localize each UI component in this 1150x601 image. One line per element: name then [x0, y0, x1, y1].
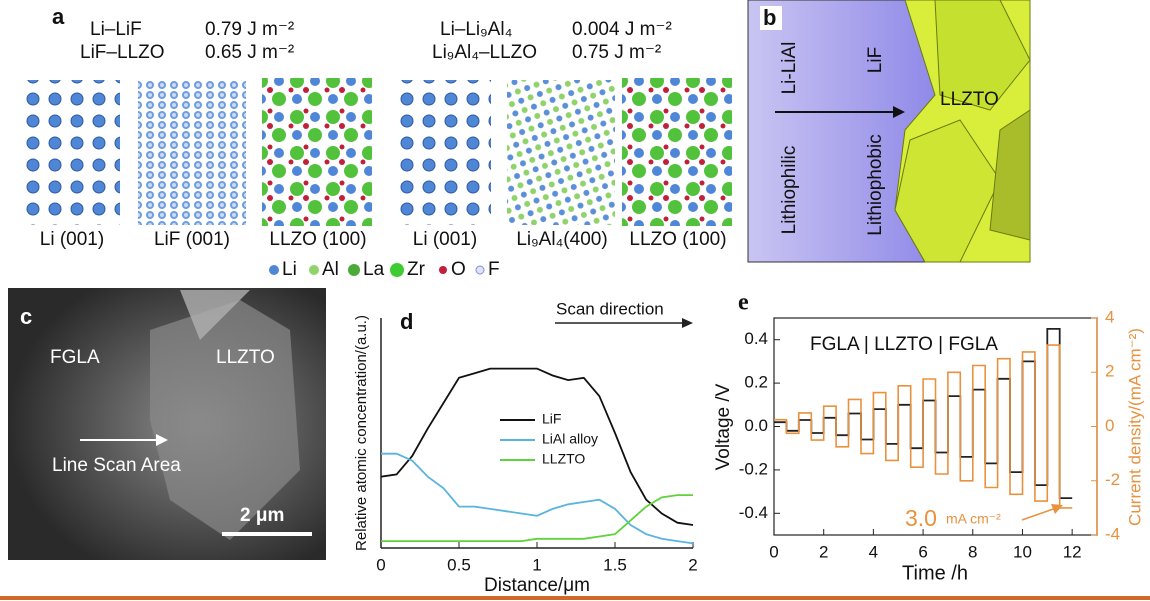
x-tick-label: 0 [769, 542, 778, 561]
panel-label: c [20, 304, 32, 329]
structure-label: LLZO (100) [629, 229, 726, 250]
structure-label: LLZO (100) [269, 229, 366, 250]
legend-label: La [363, 259, 385, 280]
y2-tick-label: 2 [1105, 362, 1114, 381]
x-tick-label: 8 [968, 542, 977, 561]
x-tick-label: 12 [1063, 542, 1082, 561]
legend-label: LiAl alloy [542, 431, 598, 447]
x-tick-label: 1 [532, 555, 541, 574]
y-tick-label: -0.4 [739, 503, 768, 522]
y-tick-label: 0.4 [744, 329, 768, 348]
legend-label: Al [322, 259, 339, 280]
structure-label: Li (001) [40, 229, 104, 250]
scan-label: Line Scan Area [52, 455, 181, 476]
region-label: FGLA [50, 347, 100, 368]
structure-label: Li (001) [413, 229, 477, 250]
legend-swatch [476, 266, 484, 274]
arrow-head [682, 318, 693, 328]
y-tick-label: 0.2 [744, 373, 768, 392]
x-tick-label: 0.5 [447, 555, 471, 574]
interface-name: Li₉Al₄–LLZO [432, 42, 537, 63]
x-tick-label: 2 [688, 555, 697, 574]
series-line [774, 345, 1072, 508]
scale-label: 2 μm [240, 505, 284, 526]
chart-title: FGLA | LLZTO | FGLA [810, 334, 998, 355]
phase-label: Li-LiAl [779, 42, 800, 95]
y2-tick-label: -2 [1105, 470, 1120, 489]
panel-label: a [52, 4, 65, 29]
legend-label: Zr [407, 259, 426, 280]
legend-label: Li [282, 259, 297, 280]
property-label: Lithiophobic [865, 134, 886, 235]
phase-label: LiF [865, 47, 886, 73]
interface-name: Li–LiF [90, 19, 142, 40]
legend-swatch [348, 264, 360, 276]
figure: a Li–LiF 0.79 J m⁻² LiF–LLZO 0.65 J m⁻² … [0, 0, 1150, 601]
panel-a: a Li–LiF 0.79 J m⁻² LiF–LLZO 0.65 J m⁻² … [20, 4, 732, 280]
electrolyte-label: LLZTO [940, 89, 999, 110]
panel-c: c FGLA LLZTO Line Scan Area 2 μm [8, 288, 326, 560]
legend-label: LiF [542, 411, 561, 427]
interface-name: LiF–LLZO [80, 42, 164, 63]
interface-energy: 0.65 J m⁻² [205, 42, 294, 63]
legend-label: LLZTO [542, 451, 585, 467]
x-tick-label: 0 [376, 555, 385, 574]
panel-label: e [738, 290, 749, 316]
x-axis-label: Time /h [902, 562, 968, 584]
page: { "panel_a": { "label": "a", "energies":… [0, 0, 1150, 601]
panel-label: b [763, 5, 776, 30]
y-axis-label: Relative atomic concentration/(a.u.) [353, 315, 370, 551]
structure [507, 80, 615, 225]
structure [138, 80, 246, 225]
annotation-unit: mA cm⁻² [946, 511, 1001, 527]
panel-label: d [400, 309, 413, 334]
y2-axis-label: Current density/(mA cm⁻²) [1125, 328, 1144, 526]
legend-label: F [488, 259, 500, 280]
annotation: Scan direction [556, 299, 664, 318]
structure [622, 78, 732, 226]
interface-energy: 0.75 J m⁻² [572, 42, 661, 63]
interface-name: Li–Li₉Al₄ [440, 19, 513, 40]
arrow [1022, 508, 1056, 520]
y-tick-label: -0.2 [739, 459, 768, 478]
y-axis-label: Voltage /V [713, 383, 734, 470]
legend-label: O [451, 259, 466, 280]
legend-swatch [390, 263, 404, 277]
legend-swatch [439, 266, 447, 274]
structure-label: Li₉Al₄(400) [516, 229, 607, 250]
x-axis-label: Distance/μm [484, 575, 590, 596]
y2-tick-label: 0 [1105, 416, 1114, 435]
annotation-value: 3.0 [905, 505, 937, 531]
structure-label: LiF (001) [154, 229, 230, 250]
legend-swatch [309, 265, 319, 275]
y2-tick-label: 4 [1105, 307, 1114, 326]
region-label: LLZTO [216, 347, 275, 368]
x-tick-label: 10 [1013, 542, 1032, 561]
x-tick-label: 4 [869, 542, 878, 561]
interface-energy: 0.79 J m⁻² [205, 19, 294, 40]
x-tick-label: 1.5 [603, 555, 627, 574]
structure [20, 80, 120, 225]
interface-energy: 0.004 J m⁻² [572, 19, 672, 40]
x-tick-label: 6 [918, 542, 927, 561]
legend-swatch [269, 265, 279, 275]
property-label: Lithiophilic [779, 146, 800, 235]
structure [262, 78, 372, 226]
x-tick-label: 2 [819, 542, 828, 561]
y-tick-label: 0.0 [744, 416, 768, 435]
structure [395, 80, 491, 225]
series-line [381, 369, 693, 525]
panel-b: b Li-LiAl LiF LLZTO Lithiophilic Lithiop… [748, 0, 1030, 262]
y2-tick-label: -4 [1105, 524, 1120, 543]
